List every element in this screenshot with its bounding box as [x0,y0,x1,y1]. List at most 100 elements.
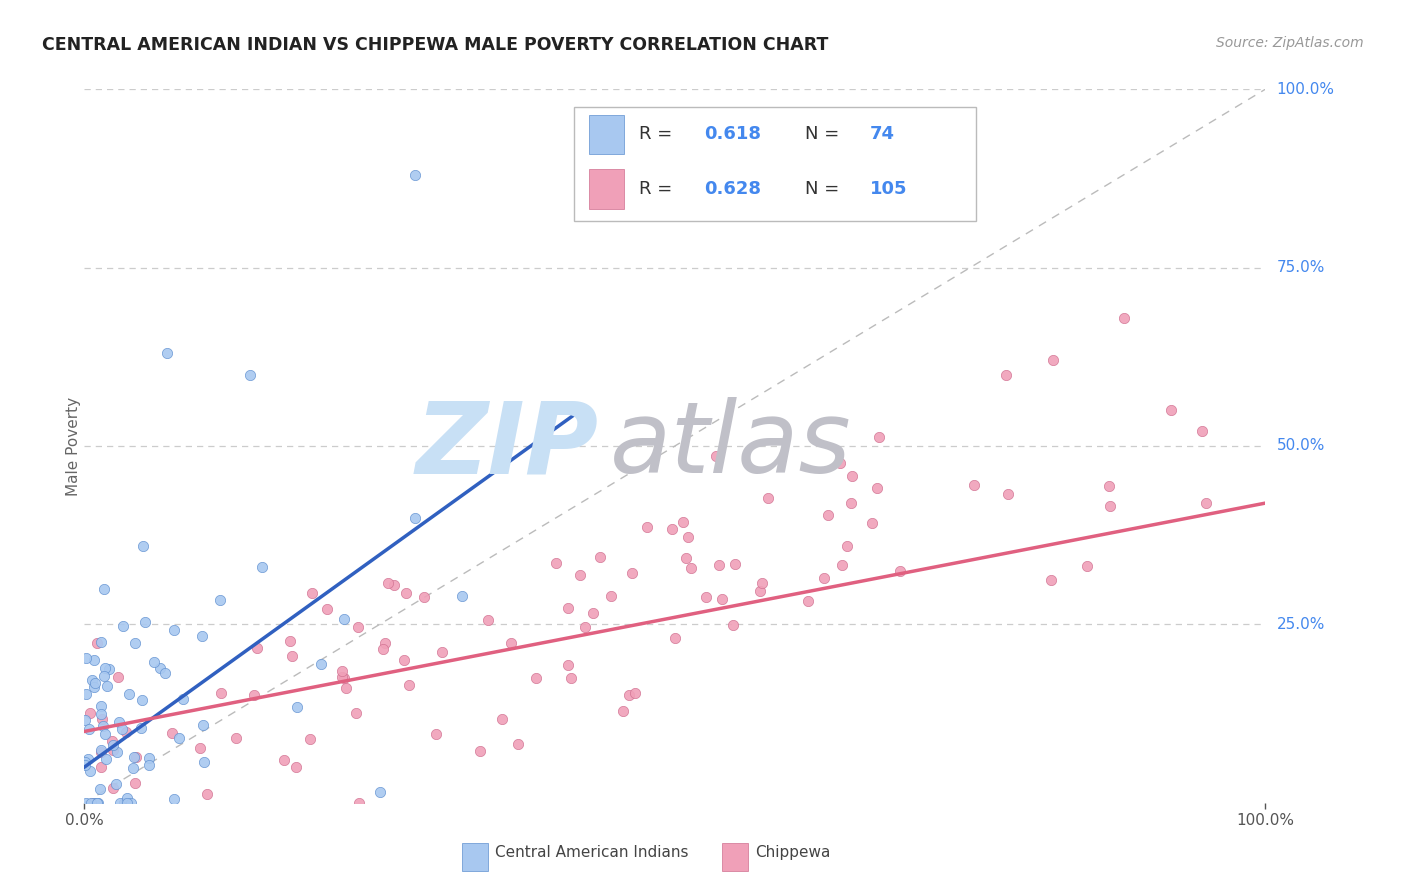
Point [636,520,658,534]
Point [163,792,186,806]
Point [191,629,214,643]
Point [79,706,101,721]
Point [676,530,699,544]
Point [105,745,128,759]
Point [96,679,118,693]
Point [281,649,304,664]
Point [589,549,612,564]
Point [104,777,127,791]
Text: R =: R = [640,180,679,198]
Point [195,787,218,801]
Point [1195,496,1218,510]
Point [333,672,356,686]
Point [75,688,97,702]
Point [115,796,138,810]
Point [129,721,152,735]
Point [506,737,529,751]
FancyBboxPatch shape [723,844,748,871]
Text: N =: N = [804,125,845,143]
Point [86,635,108,649]
Point [108,796,131,810]
Point [1160,403,1182,417]
Text: CENTRAL AMERICAN INDIAN VS CHIPPEWA MALE POVERTY CORRELATION CHART: CENTRAL AMERICAN INDIAN VS CHIPPEWA MALE… [42,36,828,54]
Point [395,585,418,599]
Point [120,796,142,810]
Text: N =: N = [804,180,845,198]
Point [101,734,124,748]
Point [868,430,890,444]
Point [451,589,474,603]
Point [115,725,138,739]
Point [75,651,97,665]
Point [1040,573,1063,587]
Text: 74: 74 [870,125,894,143]
Point [97,662,120,676]
Point [111,722,134,736]
Point [695,590,717,604]
Point [704,449,727,463]
Point [1098,478,1121,492]
Text: Source: ZipAtlas.com: Source: ZipAtlas.com [1216,36,1364,50]
Point [285,760,308,774]
Point [132,539,155,553]
Point [90,634,112,648]
Point [831,558,853,573]
Point [1112,310,1135,325]
Point [707,558,730,572]
Point [620,566,643,581]
Point [122,760,145,774]
Point [138,757,160,772]
Point [1099,499,1122,513]
Point [748,584,770,599]
Point [298,731,321,746]
Point [94,727,117,741]
Point [79,764,101,778]
Point [560,671,582,685]
Point [392,653,415,667]
Point [111,619,134,633]
Point [96,752,118,766]
Point [860,516,883,531]
Point [273,753,295,767]
Point [347,796,370,810]
FancyBboxPatch shape [575,107,976,221]
Point [568,568,591,582]
Point [617,688,640,702]
Point [377,576,399,591]
Point [813,571,835,585]
Point [664,631,686,645]
Point [188,740,211,755]
Point [404,168,426,182]
Point [83,653,105,667]
Point [73,756,96,770]
Point [679,561,702,575]
Point [839,495,862,509]
Text: ZIP: ZIP [415,398,598,494]
Point [841,469,863,483]
Point [94,661,117,675]
Point [828,457,851,471]
Point [501,636,523,650]
Text: 105: 105 [870,180,907,198]
Point [751,576,773,591]
Point [468,744,491,758]
Text: Central American Indians: Central American Indians [495,846,689,860]
Point [112,796,135,810]
Point [112,796,135,810]
Point [557,601,579,615]
Point [191,718,214,732]
Point [316,602,339,616]
Point [425,727,447,741]
Point [250,560,273,574]
Point [344,706,367,721]
Point [90,745,112,759]
Point [278,634,301,648]
Text: 0.628: 0.628 [704,180,762,198]
Point [661,522,683,536]
Point [557,657,579,672]
Point [997,487,1019,501]
Point [963,477,986,491]
Point [333,612,356,626]
Text: 0.618: 0.618 [704,125,762,143]
Point [756,491,779,506]
